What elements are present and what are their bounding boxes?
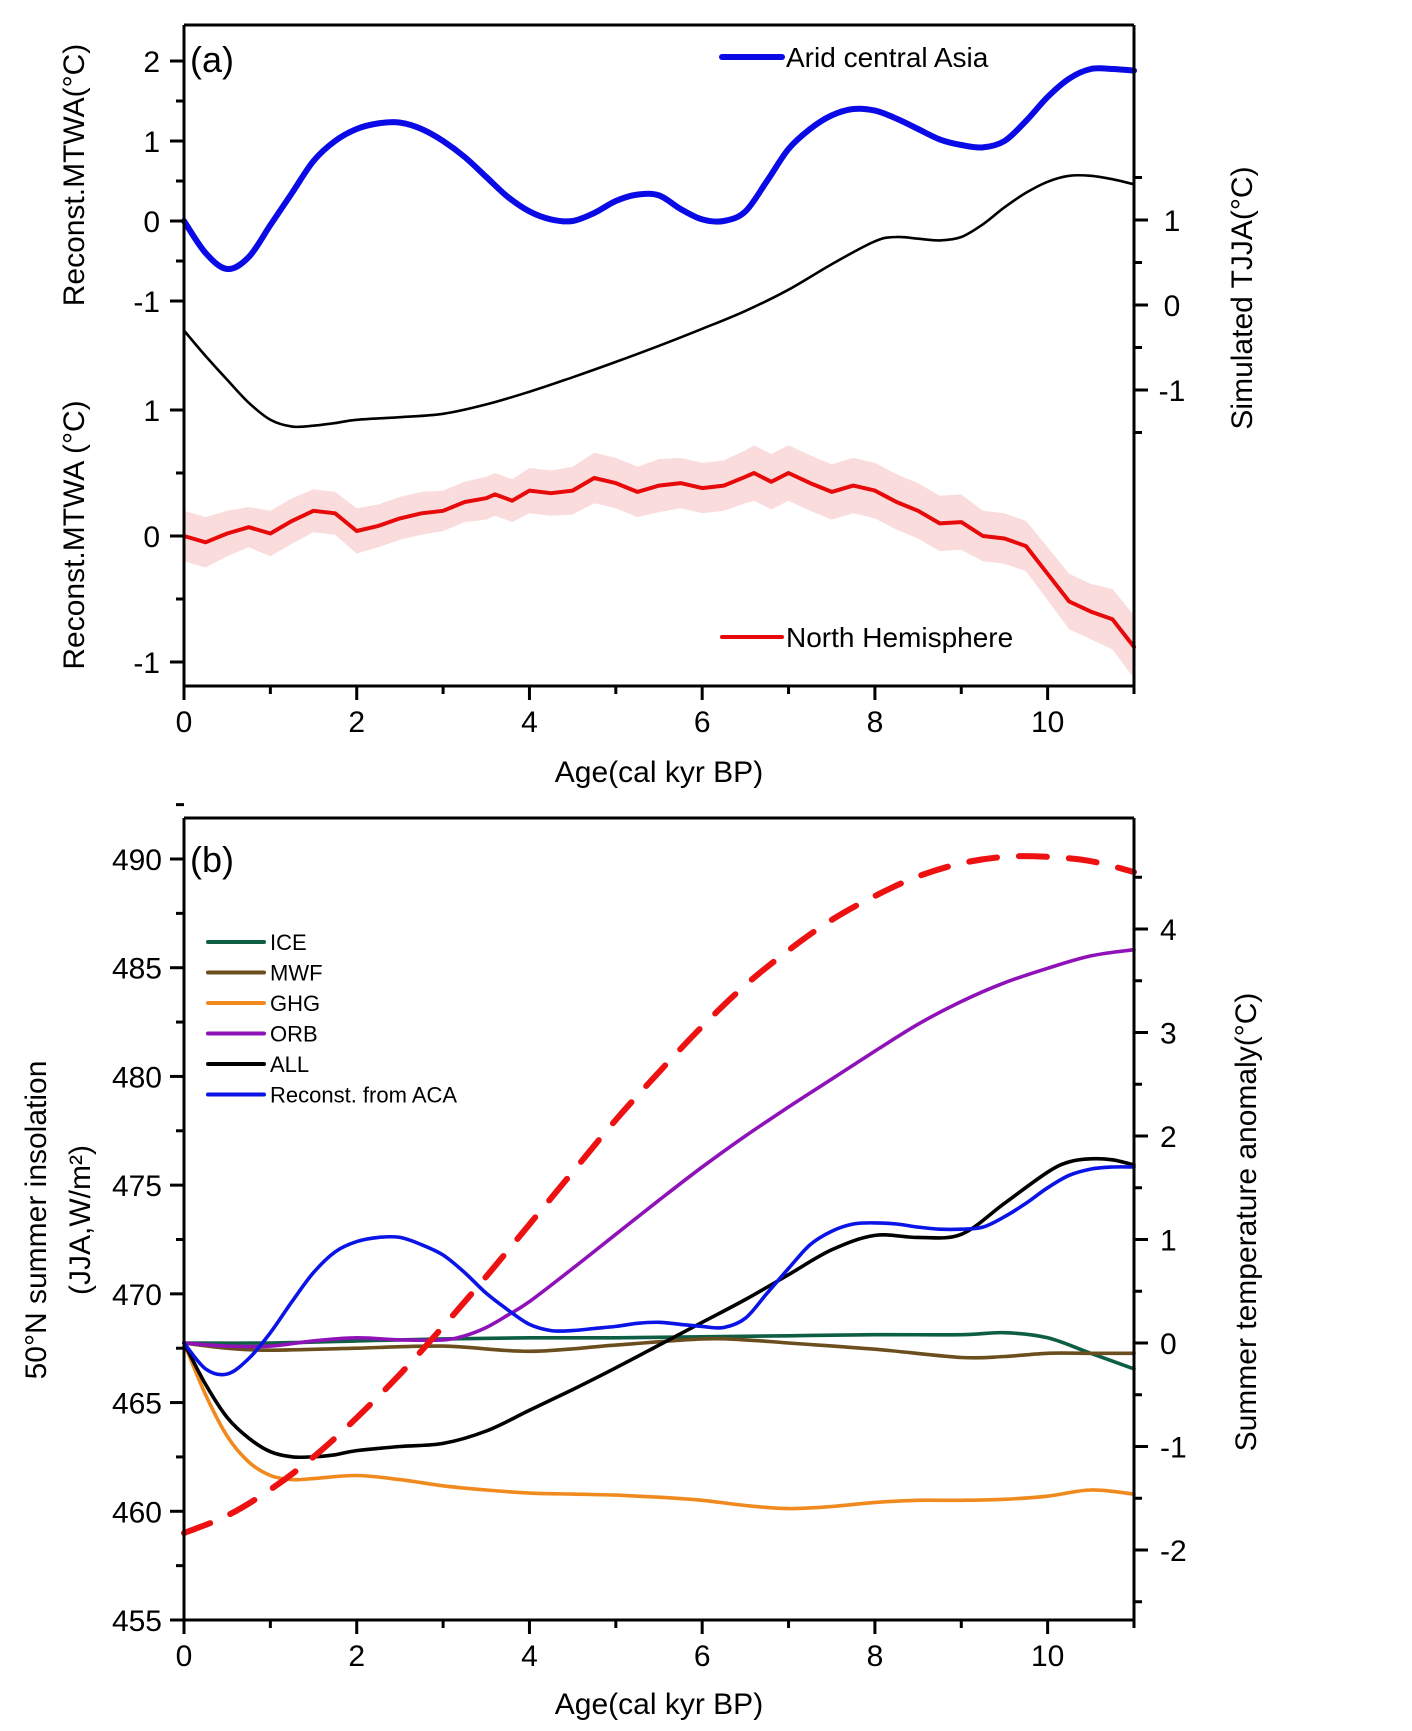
panel-b-left-tick-label: 470 xyxy=(112,1279,162,1312)
panel-a-left-top-tick-label: 0 xyxy=(143,206,160,239)
legend-label: Reconst. from ACA xyxy=(270,1083,457,1108)
legend-label-nh: North Hemisphere xyxy=(786,622,1013,653)
panel-b-series-group xyxy=(181,853,1137,1536)
panel-a-left-top-axis-title: Reconst.MTWA(°C) xyxy=(58,44,91,307)
panel-b-left-axis-title-line2: (JJA,W/m²) xyxy=(64,1145,97,1295)
panel-b-x-tick-label: 0 xyxy=(176,1640,193,1673)
panel-b-x-tick-label: 2 xyxy=(348,1640,365,1673)
panel-b-right-tick-label: 0 xyxy=(1160,1328,1177,1361)
panel-b-right-tick-label: 1 xyxy=(1160,1225,1177,1258)
panel-a-right-tick-label: 0 xyxy=(1164,290,1181,323)
panel-b-legend: ICE MWF GHG ORB ALL Reconst. from ACA xyxy=(206,930,457,1108)
panel-a-x-axis-title: Age(cal kyr BP) xyxy=(555,756,763,789)
panel-b-right-tick-label: 3 xyxy=(1160,1018,1177,1051)
panel-a-left-bottom-tick-label: 1 xyxy=(143,395,160,428)
legend-item-all: ALL xyxy=(206,1052,309,1077)
panel-b-left-tick-label: 480 xyxy=(112,1061,162,1094)
series-line-ice xyxy=(182,1330,1136,1371)
series-line-reconst-from-aca xyxy=(182,1165,1136,1377)
panel-a-right-axis-title: Simulated TJJA(°C) xyxy=(1226,166,1259,429)
series-line-ghg xyxy=(182,1341,1136,1511)
panel-b-x-tick-label: 8 xyxy=(867,1640,884,1673)
panel-a-left-bottom-axis-title: Reconst.MTWA (°C) xyxy=(58,400,91,669)
panel-b-x-axis-title: Age(cal kyr BP) xyxy=(555,1688,763,1721)
legend-label: MWF xyxy=(270,961,323,986)
panel-a-x-tick-label: 2 xyxy=(348,706,365,739)
series-line-mwf xyxy=(182,1336,1136,1360)
panel-a-right-tick-label: 1 xyxy=(1164,205,1181,238)
panel-b-left-tick-label: 490 xyxy=(112,844,162,877)
panel-a-legend-nh: North Hemisphere xyxy=(720,622,1013,653)
legend-label: ICE xyxy=(270,930,307,955)
panel-b-left-tick-label: 460 xyxy=(112,1496,162,1529)
panel-b-right-tick-label: -1 xyxy=(1160,1432,1187,1465)
legend-label: ALL xyxy=(270,1052,309,1077)
legend-label: GHG xyxy=(270,991,320,1016)
panel-b: 0 2 4 6 8 1049048548047547046546045543210-1-2… xyxy=(20,803,1263,1721)
series-line-50-n-summer-insolation xyxy=(181,853,1137,1536)
panel-a-x-tick-label: 4 xyxy=(521,706,538,739)
panel-a-left-top-tick-label: 2 xyxy=(143,46,160,79)
panel-b-right-axis-title: Summer temperature anomaly(°C) xyxy=(1230,993,1263,1452)
panel-b-left-axis-title-line1: 50°N summer insolation xyxy=(20,1061,53,1380)
panel-b-right-tick-label: 2 xyxy=(1160,1121,1177,1154)
panel-a-right-tick-label: -1 xyxy=(1159,375,1186,408)
panel-a-x-tick-label: 10 xyxy=(1031,706,1064,739)
panel-b-label: (b) xyxy=(190,839,234,880)
panel-a-frame xyxy=(184,25,1134,686)
panel-a-label: (a) xyxy=(190,39,234,80)
panel-b-left-tick-label: 485 xyxy=(112,953,162,986)
panel-b-right-tick-label: 4 xyxy=(1160,914,1177,947)
legend-label: ORB xyxy=(270,1022,318,1047)
panel-a-legend-aca: Arid central Asia xyxy=(719,42,989,73)
panel-a-series-group xyxy=(181,65,1137,649)
panel-b-x-tick-label: 6 xyxy=(694,1640,711,1673)
legend-label-aca: Arid central Asia xyxy=(786,42,989,73)
series-line-north-hemisphere xyxy=(182,471,1136,649)
series-line-all xyxy=(182,1156,1136,1460)
panel-a-left-bottom-tick-label: -1 xyxy=(133,647,160,680)
panel-a-left-top-tick-label: -1 xyxy=(133,286,160,319)
panel-b-x-tick-label: 4 xyxy=(521,1640,538,1673)
series-line-simulated-tjja xyxy=(182,173,1136,429)
panel-a-left-bottom-tick-label: 0 xyxy=(143,521,160,554)
legend-item-mwf: MWF xyxy=(206,961,323,986)
panel-a-left-top-tick-label: 1 xyxy=(143,126,160,159)
legend-item-reconst-from-aca: Reconst. from ACA xyxy=(206,1083,457,1108)
panel-a-x-tick-label: 6 xyxy=(694,706,711,739)
legend-item-ice: ICE xyxy=(206,930,307,955)
panel-b-left-tick-label: 455 xyxy=(112,1605,162,1638)
series-line-arid-central-asia xyxy=(181,65,1137,273)
series-line-orb xyxy=(182,947,1136,1349)
panel-a-x-tick-label: 8 xyxy=(867,706,884,739)
panel-b-x-tick-label: 10 xyxy=(1031,1640,1064,1673)
panel-b-left-tick-label: 475 xyxy=(112,1170,162,1203)
legend-item-orb: ORB xyxy=(206,1022,318,1047)
panel-b-left-tick-label: 465 xyxy=(112,1388,162,1421)
legend-item-ghg: GHG xyxy=(206,991,320,1016)
panel-a-x-tick-label: 0 xyxy=(176,706,193,739)
panel-b-right-tick-label: -2 xyxy=(1160,1535,1187,1568)
